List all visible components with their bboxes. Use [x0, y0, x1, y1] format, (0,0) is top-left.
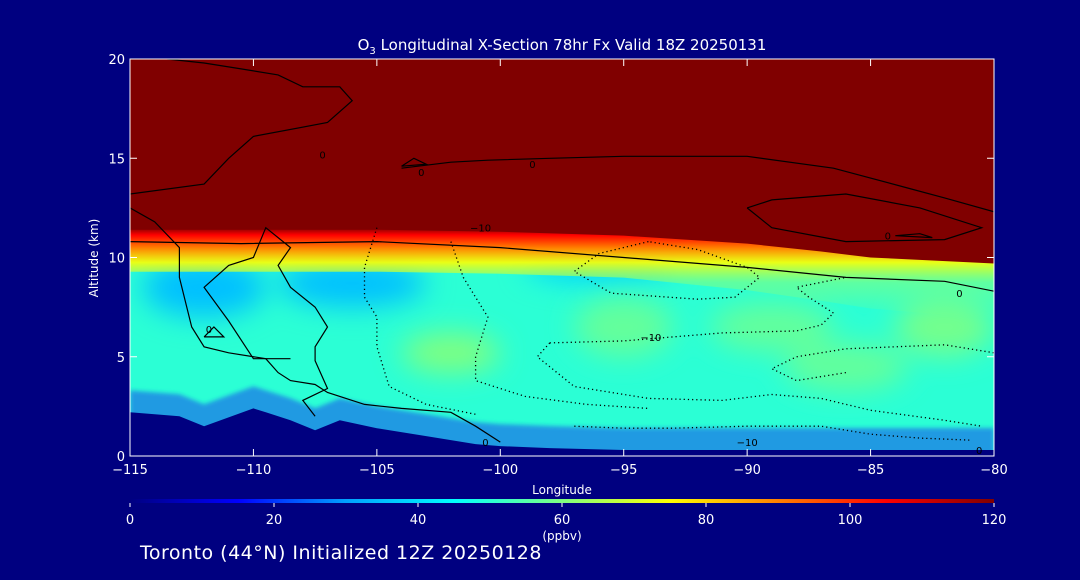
contour-solid [130, 207, 501, 443]
contour-label: −10 [737, 438, 758, 449]
contour-dotted [536, 342, 982, 427]
tropopause-gradient-band [130, 227, 994, 319]
y-tick-label: 10 [108, 252, 125, 267]
stratosphere-fill [130, 59, 994, 264]
contour-label: 0 [319, 150, 325, 161]
contour-solid [203, 326, 226, 338]
colorbar-tick-label: 60 [554, 513, 571, 528]
colorbar: 0 20 40 60 80 100 120 (ppbv) [126, 499, 1007, 543]
colorbar-tick-label: 40 [410, 513, 427, 528]
x-axis-label: Longitude [532, 483, 592, 497]
x-axis-ticks: −115 −110 −105 −100 −95 −90 −85 −80 [112, 59, 1008, 478]
x-tick-label: −115 [112, 463, 148, 478]
x-tick-label: −95 [610, 463, 637, 478]
y-tick-label: 20 [108, 53, 125, 68]
colorbar-tick-label: 20 [266, 513, 283, 528]
high-ozone-patch [401, 332, 501, 373]
x-tick-label: −105 [359, 463, 395, 478]
x-tick-label: −110 [236, 463, 272, 478]
contour-label: 0 [206, 325, 212, 336]
y-tick-label: 15 [108, 152, 125, 167]
contour-labels: 0 0 0 0 0 0 0 0 −10 −10 −10 [206, 150, 983, 457]
high-ozone-patch [574, 297, 674, 357]
x-tick-label: −85 [857, 463, 884, 478]
colorbar-tick-label: 0 [126, 513, 134, 528]
contour-lines [130, 59, 994, 443]
title-rest: Longitudinal X-Section 78hr Fx Valid 18Z… [376, 36, 767, 54]
colorbar-gradient [130, 499, 994, 503]
title-subscript: 3 [369, 46, 375, 57]
contour-label: 0 [529, 160, 535, 171]
contour-label: 0 [976, 446, 982, 457]
high-ozone-patch [710, 303, 834, 351]
contour-label: 0 [885, 232, 891, 243]
footer-caption: Toronto (44°N) Initialized 12Z 20250128 [140, 542, 542, 564]
colorbar-tick-label: 100 [838, 513, 863, 528]
colorbar-ticks: 0 20 40 60 80 100 120 [126, 503, 1007, 528]
y-axis-label: Altitude (km) [87, 219, 101, 298]
contour-label: 0 [956, 289, 962, 300]
chart-title: O3 Longitudinal X-Section 78hr Fx Valid … [358, 36, 767, 57]
colorbar-tick-label: 80 [698, 513, 715, 528]
contour-label: 0 [482, 438, 488, 449]
contour-solid [130, 240, 994, 292]
contour-solid [203, 226, 329, 417]
title-prefix: O [358, 36, 370, 54]
contour-solid [401, 155, 994, 213]
contour-solid [895, 233, 933, 239]
contour-dotted [770, 344, 994, 382]
contour-solid [401, 157, 429, 167]
high-ozone-patches [401, 297, 994, 391]
x-tick-label: −100 [482, 463, 518, 478]
contour-label: −10 [470, 224, 491, 235]
high-ozone-patch [784, 342, 908, 391]
terrain-fill [130, 408, 994, 456]
y-tick-label: 0 [117, 450, 125, 465]
contour-solid [130, 59, 354, 195]
contour-label: 0 [418, 168, 424, 179]
contour-solid [746, 193, 984, 243]
y-axis-ticks: 0 5 10 15 20 [108, 53, 994, 465]
contour-label: −10 [640, 333, 661, 344]
y-tick-label: 5 [117, 351, 125, 366]
colorbar-unit: (ppbv) [542, 529, 581, 543]
plot-area: 0 0 0 0 0 0 0 0 −10 −10 −10 [130, 59, 994, 457]
colorbar-tick-label: 120 [982, 513, 1007, 528]
x-tick-label: −80 [980, 463, 1007, 478]
contour-dotted [363, 227, 476, 415]
x-tick-label: −90 [733, 463, 760, 478]
